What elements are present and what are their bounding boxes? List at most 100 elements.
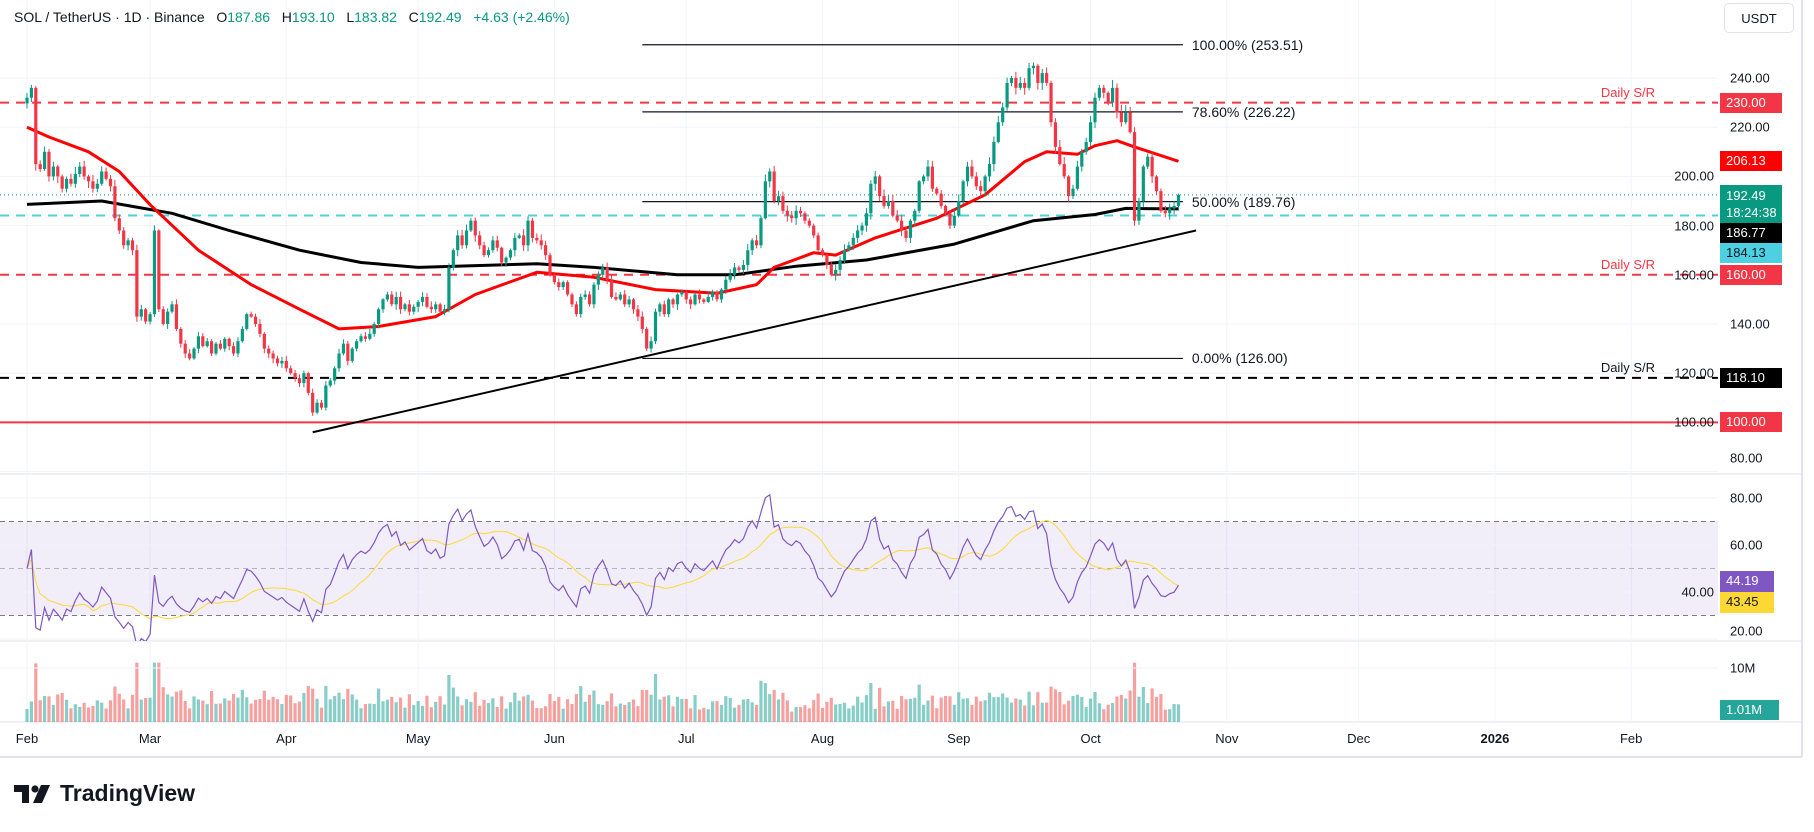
candle-body <box>1176 194 1181 206</box>
fib-level-label: 78.60% (226.22) <box>1191 103 1296 120</box>
volume-bar <box>491 698 495 722</box>
candle-body <box>1067 176 1071 197</box>
volume-bar <box>100 702 104 722</box>
candle <box>908 218 912 244</box>
candle-body <box>227 338 231 347</box>
volume-bar <box>192 696 196 722</box>
candle-body <box>306 373 310 393</box>
candle <box>864 207 869 232</box>
volume-bar <box>407 694 411 722</box>
candle-body <box>82 166 86 177</box>
volume-bar <box>148 697 152 722</box>
candle-body <box>697 294 702 300</box>
candle-body <box>469 220 473 231</box>
candle <box>258 319 262 338</box>
candle-body <box>974 176 978 187</box>
candle <box>1009 75 1014 87</box>
volume-bar <box>983 700 987 722</box>
candle <box>1106 91 1110 106</box>
candle-body <box>790 215 794 219</box>
candle <box>798 207 803 217</box>
candle <box>1097 84 1101 101</box>
volume-bar <box>478 705 482 722</box>
candle <box>873 171 877 191</box>
price-tag: 184.13 <box>1720 242 1782 263</box>
candle <box>513 233 517 257</box>
volume-bar <box>680 698 684 722</box>
rsi-axis-label: 40.00 <box>1681 584 1714 600</box>
candle-body <box>939 193 943 206</box>
candle <box>671 297 675 308</box>
brand-name: TradingView <box>60 780 196 806</box>
price-tag: 192.49 18:24:38 <box>1720 184 1782 223</box>
volume-bar <box>640 690 644 722</box>
candle <box>605 262 609 285</box>
symbol-title[interactable]: SOL / TetherUS · 1D · Binance <box>14 9 205 25</box>
volume-bar <box>605 701 609 722</box>
tradingview-logo[interactable]: TradingView <box>14 780 195 807</box>
candle-body <box>236 341 240 354</box>
volume-bar <box>1150 688 1154 722</box>
candle-body <box>126 240 130 246</box>
volume-bar <box>183 700 187 722</box>
candle-body <box>425 296 429 307</box>
price-axis-label: 240.00 <box>1730 70 1770 86</box>
volume-bar <box>565 699 570 722</box>
volume-bar <box>706 709 710 722</box>
candle-body <box>1053 122 1058 147</box>
candle-body <box>1058 146 1062 165</box>
volume-bar <box>724 696 728 722</box>
volume-bar <box>838 703 842 722</box>
candle-body <box>535 237 539 241</box>
candle-body <box>864 213 869 226</box>
candle-body <box>394 296 398 305</box>
volume-bar <box>328 699 332 722</box>
candle <box>961 179 965 205</box>
rsi-ma-line <box>26 519 1179 620</box>
volume-bar <box>34 663 38 722</box>
candle-body <box>816 235 820 251</box>
volume-bar <box>42 695 47 722</box>
candle-body <box>1154 176 1159 192</box>
candle <box>623 290 627 307</box>
candle-body <box>500 247 504 263</box>
volume-bar <box>1106 704 1110 722</box>
time-axis-label: Dec <box>1347 731 1371 746</box>
currency-button[interactable]: USDT <box>1724 3 1794 33</box>
candle <box>526 216 530 252</box>
candle <box>25 93 29 109</box>
candle <box>188 349 192 361</box>
volume-bar <box>333 695 337 722</box>
volume-bar <box>996 697 1000 722</box>
candle-body <box>614 296 618 300</box>
volume-bar <box>91 705 95 722</box>
open-label: O <box>216 9 228 25</box>
candle-body <box>403 304 407 310</box>
candle-body <box>359 336 363 342</box>
candle <box>205 338 209 348</box>
candle <box>1023 78 1027 95</box>
candle-body <box>878 176 882 197</box>
volume-bar <box>794 707 798 722</box>
volume-bar <box>895 708 899 722</box>
candle-body <box>869 183 873 214</box>
time-axis-label: Feb <box>15 731 39 746</box>
volume-bar <box>223 698 227 722</box>
candle <box>355 339 359 352</box>
volume-bar <box>943 695 948 722</box>
volume-bar <box>711 701 715 722</box>
candle-body <box>702 299 706 302</box>
candle-body <box>337 353 341 369</box>
candle-body <box>609 279 614 297</box>
volume-bar <box>772 689 776 722</box>
candle-body <box>1014 78 1018 88</box>
candle-body <box>60 176 64 189</box>
candle-body <box>579 296 583 315</box>
candle-body <box>311 392 315 413</box>
candle-body <box>491 240 495 251</box>
volume-bar <box>1001 693 1005 722</box>
candle-body <box>706 296 710 302</box>
candle-body <box>711 292 715 297</box>
volume-bar <box>869 683 873 722</box>
